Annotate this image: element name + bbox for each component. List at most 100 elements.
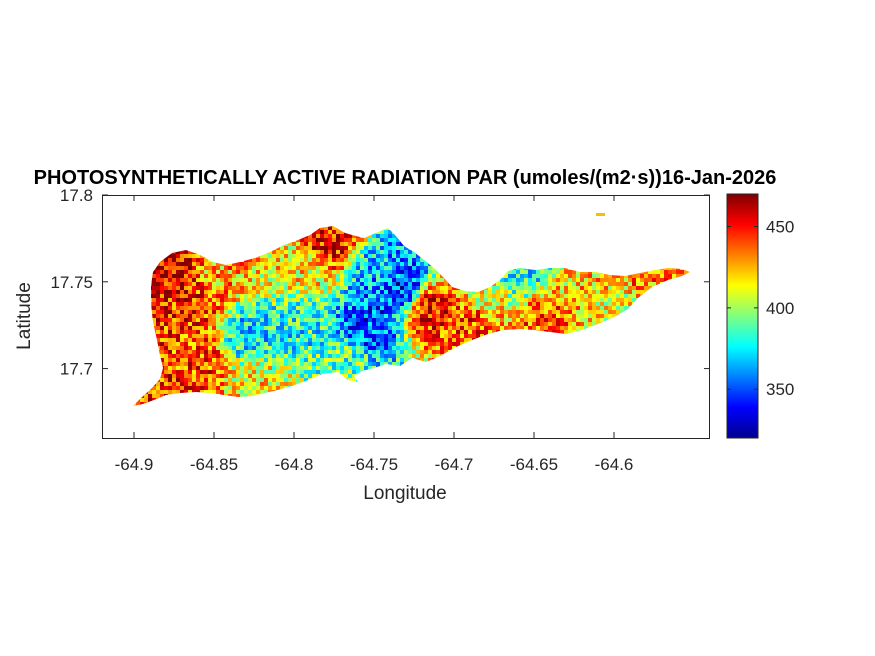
heat-cell bbox=[652, 258, 656, 262]
heat-cell bbox=[580, 338, 584, 342]
heat-cell bbox=[428, 290, 432, 294]
heat-cell bbox=[160, 274, 164, 278]
heat-cell bbox=[372, 310, 376, 314]
heat-cell bbox=[512, 242, 516, 246]
heat-cell bbox=[316, 342, 320, 346]
heat-cell bbox=[172, 310, 176, 314]
heat-cell bbox=[340, 346, 344, 350]
heat-cell bbox=[176, 282, 180, 286]
heat-cell bbox=[152, 298, 156, 302]
heat-cell bbox=[268, 242, 272, 246]
heat-cell bbox=[480, 346, 484, 350]
heat-cell bbox=[664, 298, 668, 302]
heat-cell bbox=[220, 302, 224, 306]
heat-cell bbox=[448, 346, 452, 350]
heat-cell bbox=[348, 310, 352, 314]
heat-cell bbox=[460, 250, 464, 254]
heat-cell bbox=[632, 250, 636, 254]
heat-cell bbox=[372, 226, 376, 230]
heat-cell bbox=[604, 246, 608, 250]
heat-cell bbox=[468, 330, 472, 334]
heat-cell bbox=[540, 234, 544, 238]
heat-cell bbox=[448, 350, 452, 354]
heat-cell bbox=[544, 278, 548, 282]
heat-cell bbox=[676, 234, 680, 238]
heat-cell bbox=[332, 270, 336, 274]
heat-cell bbox=[312, 258, 316, 262]
heat-cell bbox=[628, 334, 632, 338]
heat-cell bbox=[172, 334, 176, 338]
heat-cell bbox=[652, 254, 656, 258]
heat-cell bbox=[424, 286, 428, 290]
heat-cell bbox=[544, 354, 548, 358]
heat-cell bbox=[256, 338, 260, 342]
heat-cell bbox=[184, 258, 188, 262]
heat-cell bbox=[388, 350, 392, 354]
heat-cell bbox=[508, 254, 512, 258]
heat-cell bbox=[380, 342, 384, 346]
heat-cell bbox=[492, 350, 496, 354]
heat-cell bbox=[348, 354, 352, 358]
heat-cell bbox=[600, 250, 604, 254]
heat-cell bbox=[296, 278, 300, 282]
heat-cell bbox=[352, 258, 356, 262]
heat-cell bbox=[312, 238, 316, 242]
heat-cell bbox=[368, 322, 372, 326]
heat-cell bbox=[572, 246, 576, 250]
heat-cell bbox=[572, 342, 576, 346]
heat-cell bbox=[444, 230, 448, 234]
heat-cell bbox=[580, 222, 584, 226]
heat-cell bbox=[564, 230, 568, 234]
heat-cell bbox=[172, 282, 176, 286]
heat-cell bbox=[596, 254, 600, 258]
heat-cell bbox=[484, 254, 488, 258]
heat-cell bbox=[572, 230, 576, 234]
heat-cell bbox=[352, 322, 356, 326]
heat-cell bbox=[488, 298, 492, 302]
heat-cell bbox=[324, 318, 328, 322]
heat-cell bbox=[368, 346, 372, 350]
heat-cell bbox=[264, 290, 268, 294]
heat-cell bbox=[156, 254, 160, 258]
heat-cell bbox=[284, 250, 288, 254]
heat-cell bbox=[188, 226, 192, 230]
heat-cell bbox=[540, 298, 544, 302]
heat-cell bbox=[516, 350, 520, 354]
heat-cell bbox=[312, 286, 316, 290]
heat-cell bbox=[128, 338, 132, 342]
heat-cell bbox=[452, 246, 456, 250]
heat-cell bbox=[280, 230, 284, 234]
heat-cell bbox=[480, 286, 484, 290]
heat-cell bbox=[280, 250, 284, 254]
heat-cell bbox=[308, 242, 312, 246]
heat-cell bbox=[424, 262, 428, 266]
heat-cell bbox=[576, 358, 580, 362]
heat-cell bbox=[532, 234, 536, 238]
heat-cell bbox=[648, 338, 652, 342]
heat-cell bbox=[636, 314, 640, 318]
heat-cell bbox=[216, 298, 220, 302]
heat-cell bbox=[140, 286, 144, 290]
heat-cell bbox=[456, 286, 460, 290]
heat-cell bbox=[240, 262, 244, 266]
heat-cell bbox=[216, 230, 220, 234]
heat-cell bbox=[176, 262, 180, 266]
heat-cell bbox=[408, 258, 412, 262]
heat-cell bbox=[488, 306, 492, 310]
heat-cell bbox=[524, 278, 528, 282]
heat-cell bbox=[492, 330, 496, 334]
heat-cell bbox=[580, 294, 584, 298]
heat-cell bbox=[532, 226, 536, 230]
heat-cell bbox=[564, 322, 568, 326]
heat-cell bbox=[552, 306, 556, 310]
heat-cell bbox=[612, 246, 616, 250]
heat-cell bbox=[392, 278, 396, 282]
heat-cell bbox=[640, 246, 644, 250]
heat-cell bbox=[652, 234, 656, 238]
heat-cell bbox=[668, 302, 672, 306]
heat-cell bbox=[296, 358, 300, 362]
heat-cell bbox=[172, 326, 176, 330]
heat-cell bbox=[280, 306, 284, 310]
heat-cell bbox=[248, 274, 252, 278]
heat-cell bbox=[444, 298, 448, 302]
